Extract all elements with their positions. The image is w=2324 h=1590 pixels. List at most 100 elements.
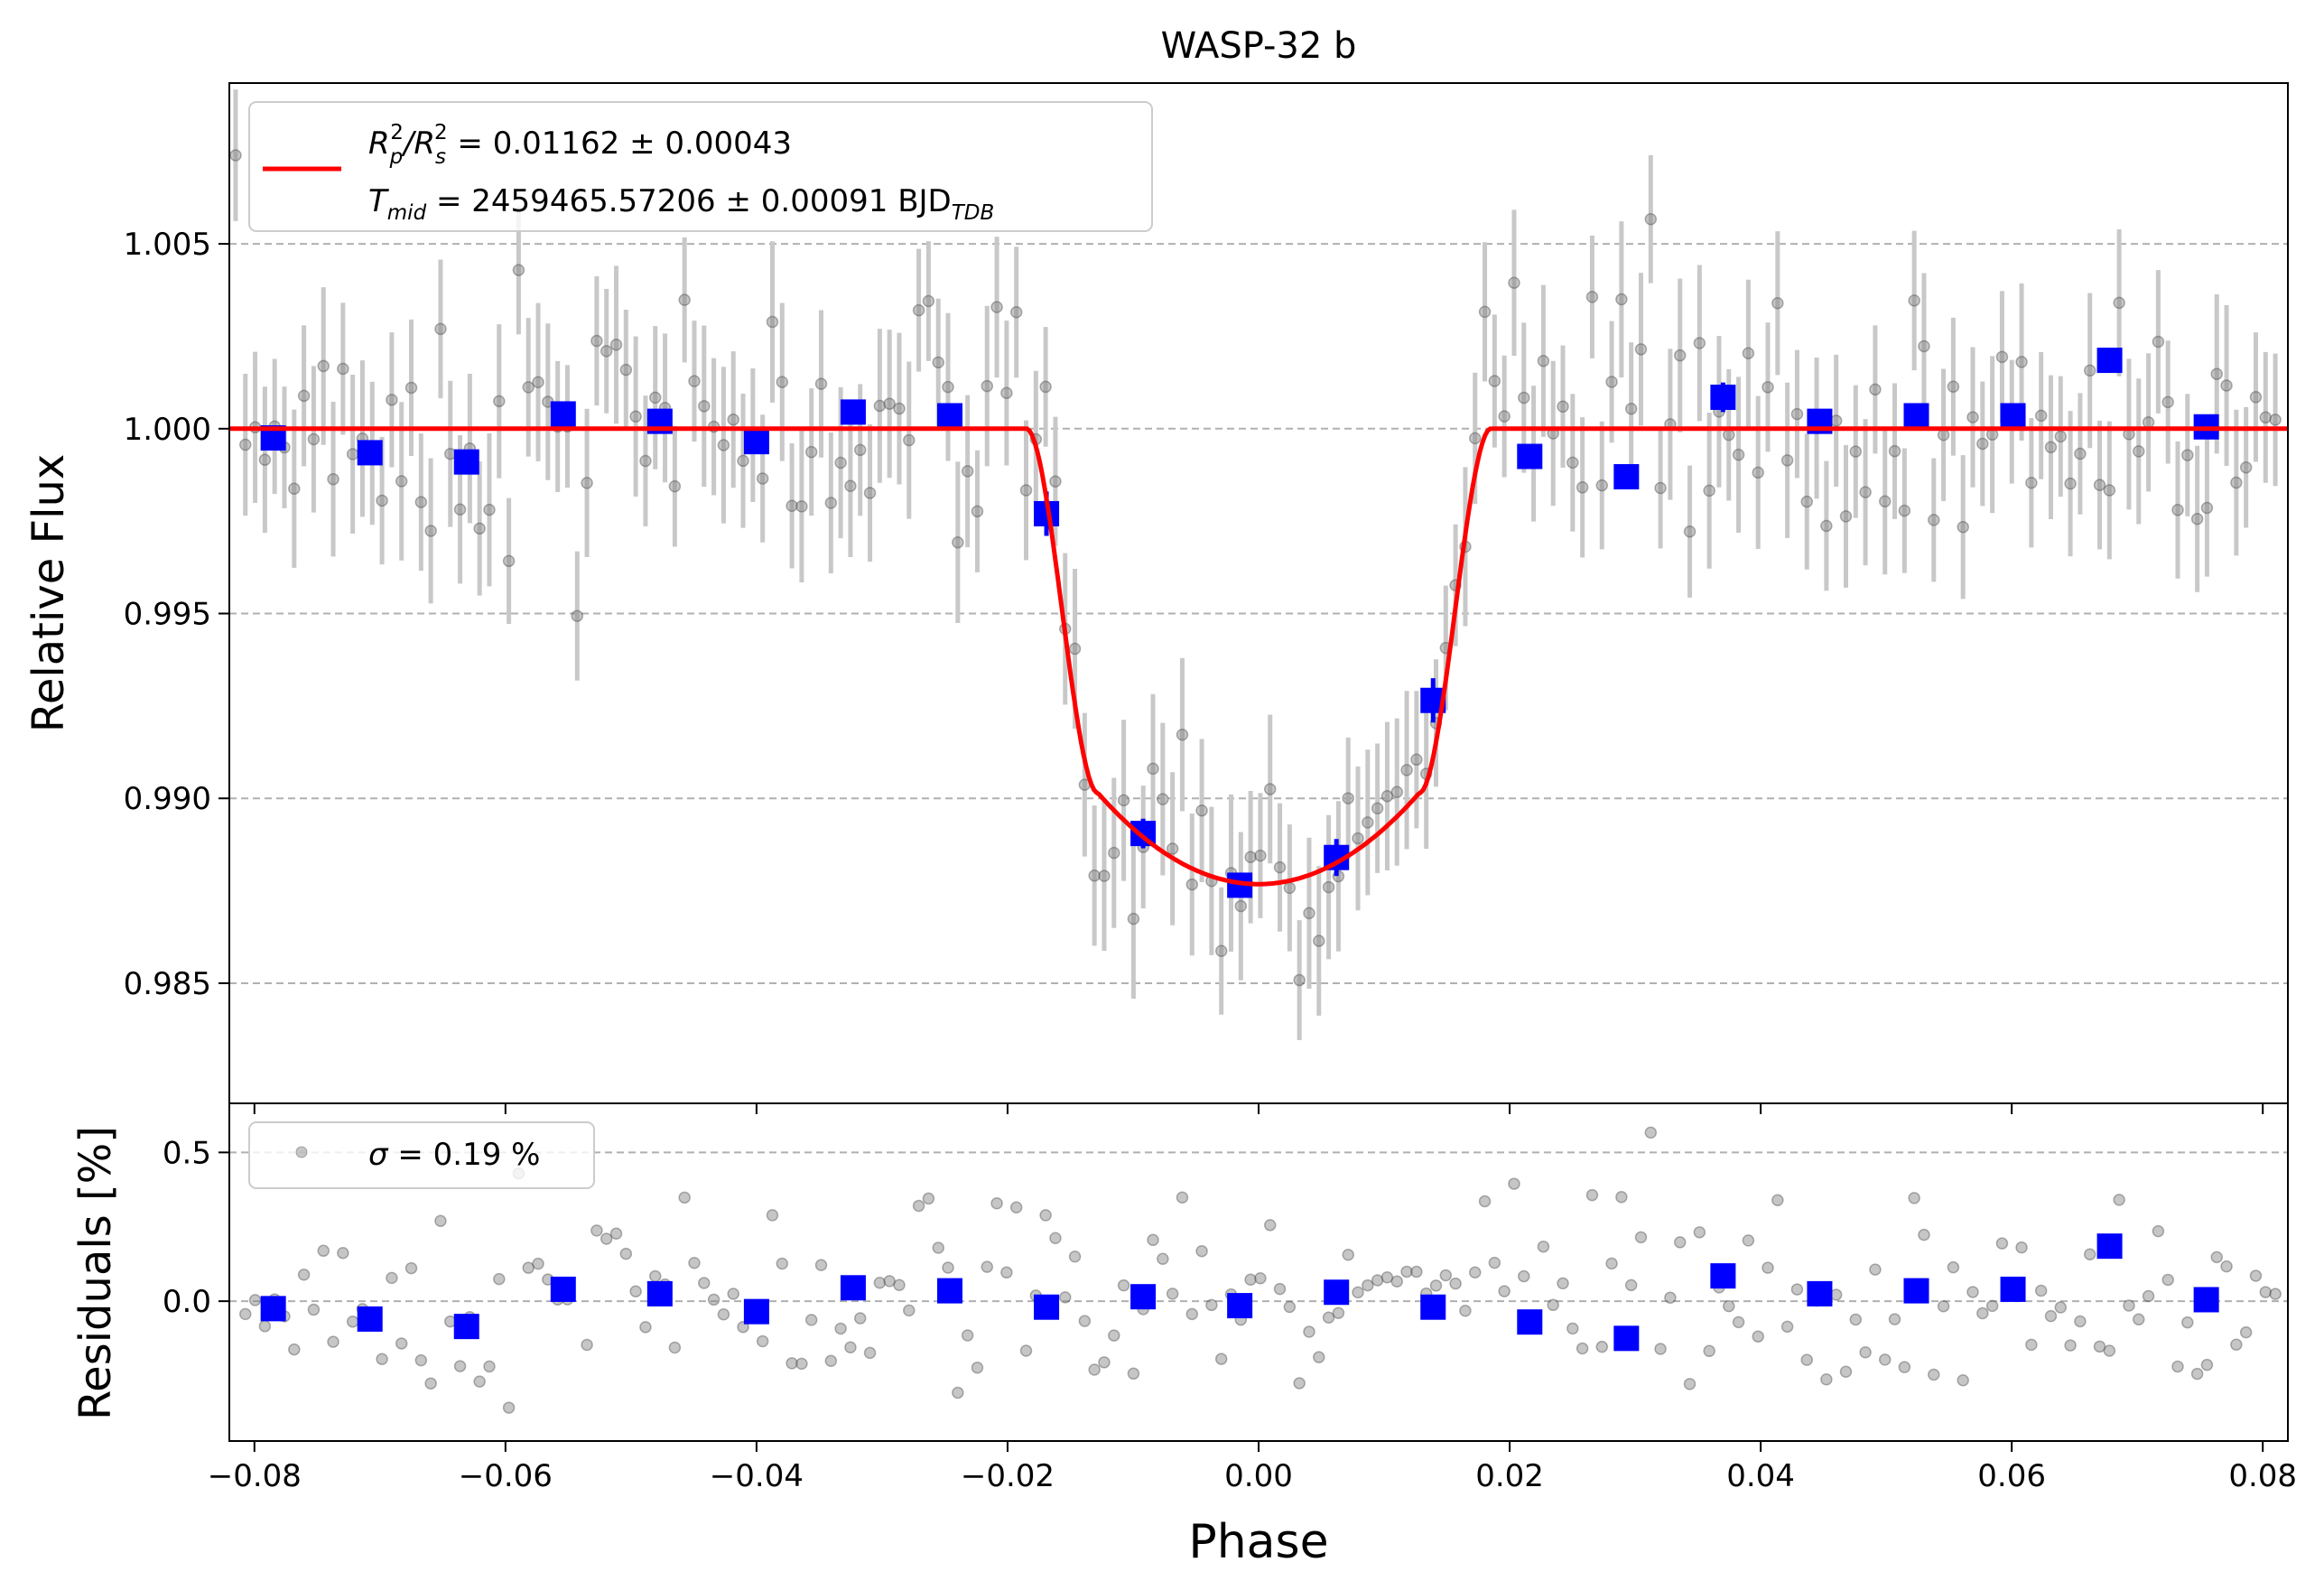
raw-point	[1771, 297, 1784, 310]
residual-raw-point	[1995, 1237, 2009, 1250]
raw-point	[288, 482, 301, 495]
residual-raw-point	[230, 1075, 241, 1086]
model-curve	[229, 426, 2288, 887]
residual-raw-point	[404, 1261, 418, 1275]
residual-raw-point	[1888, 1313, 1901, 1325]
residual-raw-point	[258, 1320, 272, 1333]
residual-raw-point	[1790, 1283, 1804, 1296]
raw-point	[1703, 484, 1715, 497]
binned-point	[743, 429, 769, 455]
raw-point	[2044, 441, 2058, 454]
residual-raw-point	[717, 1307, 730, 1321]
raw-point	[1742, 347, 1755, 360]
raw-point	[2200, 501, 2214, 515]
residual-raw-point	[942, 1261, 954, 1274]
raw-point	[1478, 305, 1492, 319]
residual-raw-point	[1673, 1236, 1687, 1249]
residual-raw-point	[1820, 1373, 1833, 1386]
residual-raw-point	[1966, 1286, 1979, 1298]
raw-point	[786, 499, 798, 513]
residual-raw-point	[844, 1341, 857, 1353]
x-axis-label: Phase	[1188, 1515, 1328, 1569]
residual-raw-point	[766, 1209, 779, 1222]
raw-point	[698, 400, 711, 413]
residual-raw-point	[952, 1386, 964, 1399]
x-tick-label: −0.06	[459, 1458, 553, 1494]
raw-point	[776, 376, 789, 388]
residual-raw-point	[2044, 1309, 2058, 1323]
residual-raw-point	[2093, 1340, 2106, 1353]
raw-point	[532, 376, 544, 389]
main-y-axis: 0.985 0.990 0.995 1.000 1.005	[124, 227, 229, 1002]
raw-point	[2103, 484, 2116, 497]
residual-raw-point	[1518, 1269, 1530, 1283]
residual-binned-point	[1807, 1280, 1833, 1306]
residual-raw-point	[1263, 1219, 1277, 1232]
raw-point	[804, 445, 818, 459]
residual-raw-point	[1371, 1274, 1384, 1287]
raw-point	[942, 380, 954, 394]
chart-title: WASP-32 b	[1161, 25, 1357, 67]
raw-point	[2259, 411, 2273, 424]
raw-point	[2239, 460, 2253, 474]
raw-point	[1390, 786, 1404, 798]
residual-raw-point	[1390, 1275, 1404, 1288]
residual-raw-point	[737, 1320, 749, 1334]
residual-raw-point	[522, 1261, 535, 1274]
residual-raw-point	[1283, 1300, 1297, 1314]
raw-point	[1000, 386, 1013, 400]
residual-raw-point	[1058, 1291, 1072, 1304]
raw-point	[1762, 381, 1774, 394]
raw-point	[1117, 794, 1130, 807]
residual-y-axis: 0.0 0.5	[163, 1135, 229, 1320]
binned-point	[2096, 348, 2123, 374]
raw-point	[766, 315, 779, 329]
residual-raw-point	[493, 1272, 506, 1286]
raw-point	[629, 410, 642, 423]
residual-raw-point	[1127, 1367, 1140, 1381]
raw-point	[424, 525, 437, 537]
raw-point	[2083, 364, 2096, 377]
raw-point	[2210, 367, 2223, 380]
residual-binned-point	[2000, 1276, 2026, 1302]
raw-point	[1166, 842, 1179, 855]
raw-point	[1849, 445, 1863, 458]
raw-point	[1468, 432, 1482, 445]
main-y-tick-label: 1.000	[124, 412, 211, 448]
raw-point	[717, 439, 730, 451]
residual-binned-point	[1034, 1294, 1060, 1320]
residual-raw-point	[1410, 1265, 1423, 1279]
residual-raw-point	[981, 1260, 994, 1273]
raw-point	[1157, 793, 1169, 805]
residual-raw-point	[1937, 1299, 1950, 1313]
raw-point	[2190, 513, 2204, 525]
residual-raw-point	[863, 1346, 877, 1360]
residual-raw-point	[756, 1334, 769, 1348]
raw-point	[1293, 973, 1306, 987]
residual-legend-box	[248, 1121, 595, 1189]
residual-raw-point	[1293, 1377, 1306, 1390]
raw-point	[678, 293, 691, 306]
residual-raw-point	[1039, 1209, 1052, 1222]
x-tick-label: 0.08	[2228, 1458, 2297, 1494]
raw-point	[239, 438, 252, 451]
residual-raw-point	[395, 1337, 408, 1350]
residual-binned-point	[743, 1298, 769, 1325]
raw-point	[1937, 429, 1950, 442]
raw-point	[2161, 395, 2174, 409]
residual-raw-point	[1273, 1282, 1287, 1296]
residual-raw-point	[600, 1232, 613, 1245]
residual-raw-point	[2074, 1315, 2087, 1328]
raw-point	[737, 454, 749, 468]
residual-raw-point	[1918, 1228, 1930, 1241]
raw-point	[1362, 816, 1374, 829]
raw-point	[483, 503, 496, 516]
residual-raw-point	[971, 1362, 984, 1374]
residual-raw-point	[424, 1377, 437, 1390]
residual-binned-point	[1710, 1263, 1736, 1289]
main-y-tick-label: 1.005	[124, 227, 211, 263]
residual-raw-point	[1166, 1288, 1179, 1300]
raw-point	[1263, 783, 1277, 795]
raw-point	[2093, 479, 2106, 491]
raw-point	[346, 448, 359, 460]
